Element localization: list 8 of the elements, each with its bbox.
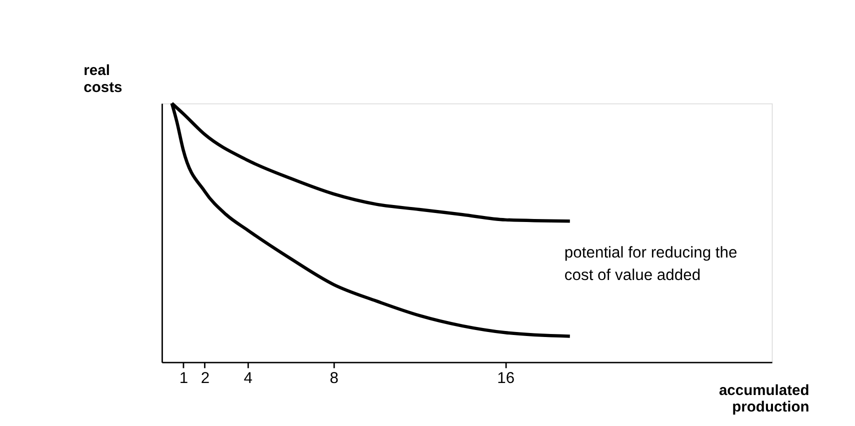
- y-axis-title: real costs: [84, 63, 122, 96]
- x-axis-title: accumulated production: [718, 382, 810, 416]
- x-tick-label: 16: [497, 370, 515, 387]
- x-tick-label: 1: [179, 370, 188, 387]
- x-tick-label: 8: [330, 370, 339, 387]
- annotation: potential for reducing the cost of value added: [564, 244, 738, 284]
- x-tick-label: 2: [200, 370, 210, 387]
- x-tick-label: 4: [244, 370, 253, 387]
